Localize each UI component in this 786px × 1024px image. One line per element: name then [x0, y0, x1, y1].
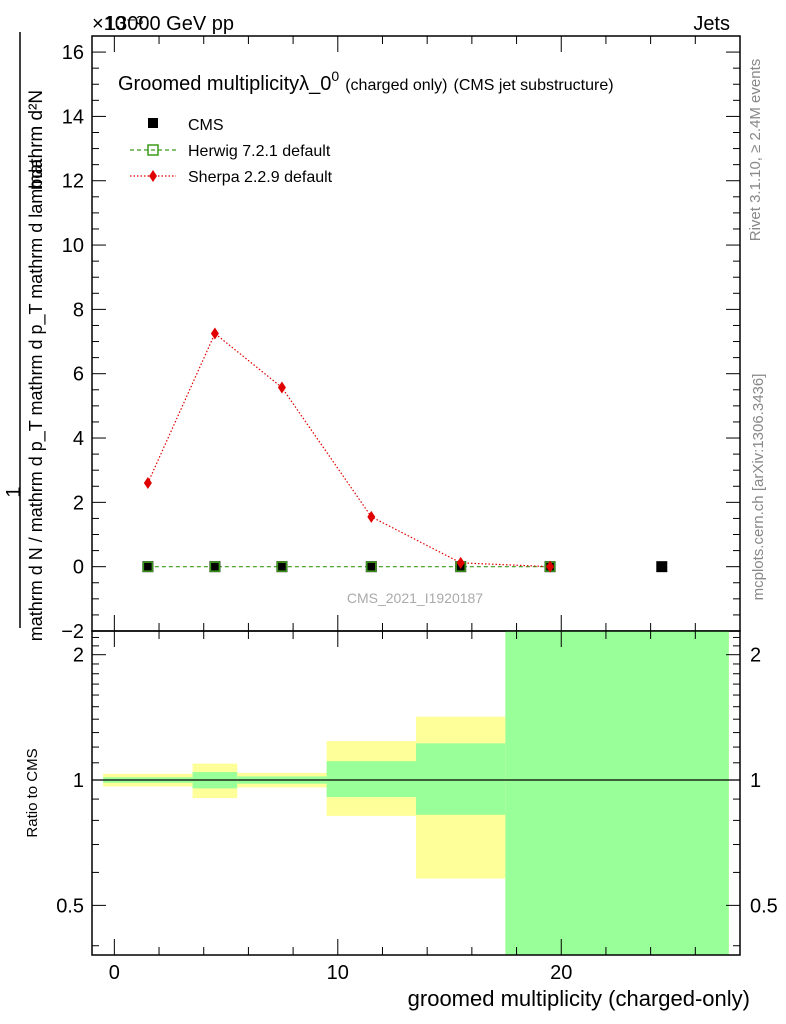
ylabel-one: 1 [3, 486, 25, 497]
ratio-y-tick-label: 0.5 [56, 895, 84, 917]
ratio-y-tick-label-right: 1 [750, 770, 761, 792]
sherpa-data-point [456, 556, 465, 569]
sherpa-series-line [147, 332, 551, 568]
ratio-stat-band [416, 743, 506, 815]
legend-sherpa-label: Sherpa 2.2.9 default [188, 169, 333, 186]
plot-title-main: Groomed multiplicityλ_0 [118, 73, 331, 95]
ylabel-denominator: mathrm d N / mathrm d p_T mathrm d p_T m… [26, 158, 47, 641]
sherpa-data-point [277, 381, 286, 394]
xlabel: groomed multiplicity (charged-only) [408, 986, 750, 1011]
ratio-y-tick-label: 1 [73, 770, 84, 792]
mcplots-label: mcplots.cern.ch [arXiv:1306.3436] [750, 374, 767, 601]
main-y-tick-label: −2 [61, 621, 84, 643]
sherpa-data-point [210, 327, 219, 340]
main-y-tick-label: 12 [62, 171, 84, 193]
legend: CMS Herwig 7.2.1 default Sherpa 2.2.9 de… [130, 117, 333, 186]
cms-data-point [365, 561, 377, 573]
sherpa-data-point [546, 560, 555, 573]
main-y-tick-label: 2 [73, 492, 84, 514]
beam-label: 13000 GeV pp [105, 13, 234, 35]
ylabel-numerator: mathrm d²N [26, 90, 47, 190]
ratio-ylabel: Ratio to CMS [24, 748, 41, 837]
main-y-tick-label: 6 [73, 364, 84, 386]
legend-herwig-label: Herwig 7.2.1 default [188, 143, 331, 160]
herwig-data-point [366, 561, 377, 572]
legend-cms-label: CMS [188, 117, 224, 134]
sherpa-data-point [367, 510, 376, 523]
cms-data-point [656, 561, 668, 573]
herwig-data-point [276, 561, 288, 572]
ratio-y-tick-label-right: 0.5 [750, 895, 778, 917]
main-y-tick-label: 16 [62, 42, 84, 64]
plot-title: Groomed multiplicityλ_00 (charged only) (C… [118, 68, 614, 95]
plot-title-suffix: (CMS jet substructure) [454, 77, 614, 94]
main-y-tick-label: 14 [62, 106, 84, 128]
main-y-tick-label: 0 [73, 557, 84, 579]
sherpa-data-point [143, 477, 152, 490]
process-label: Jets [693, 13, 730, 35]
exponent-label: ×10⁻³ [92, 13, 143, 35]
main-y-tick-label: 10 [62, 235, 84, 257]
x-tick-label: 0 [109, 962, 120, 984]
ratio-y-tick-label-right: 2 [750, 645, 761, 667]
main-plot: −2 0 2 4 6 8 10 12 14 16 [61, 35, 741, 643]
plot-title-sup: 0 [331, 68, 339, 84]
ratio-stat-band [326, 761, 416, 798]
cms-data-point [276, 561, 288, 573]
ratio-plot: 0.5 0.51 12 20 10 20 [56, 630, 778, 984]
herwig-data-point [142, 561, 154, 572]
x-tick-label: 20 [550, 962, 572, 984]
main-y-tick-label: 8 [73, 299, 84, 321]
x-tick-label: 10 [327, 962, 349, 984]
ratio-plot-frame [91, 630, 741, 956]
cms-data-point [209, 561, 221, 573]
legend-sherpa-marker [149, 170, 157, 182]
rivet-label: Rivet 3.1.10, ≥ 2.4M events [747, 59, 764, 242]
ratio-stat-band [505, 631, 729, 955]
main-y-tick-label: 4 [73, 428, 84, 450]
ratio-y-tick-label: 2 [73, 645, 84, 667]
herwig-data-point [209, 561, 221, 572]
analysis-watermark: CMS_2021_I1920187 [347, 590, 483, 606]
legend-cms-marker [148, 118, 158, 128]
legend-herwig-marker [147, 144, 159, 156]
plot-title-small: (charged only) [345, 77, 447, 94]
cms-data-point [142, 561, 154, 573]
